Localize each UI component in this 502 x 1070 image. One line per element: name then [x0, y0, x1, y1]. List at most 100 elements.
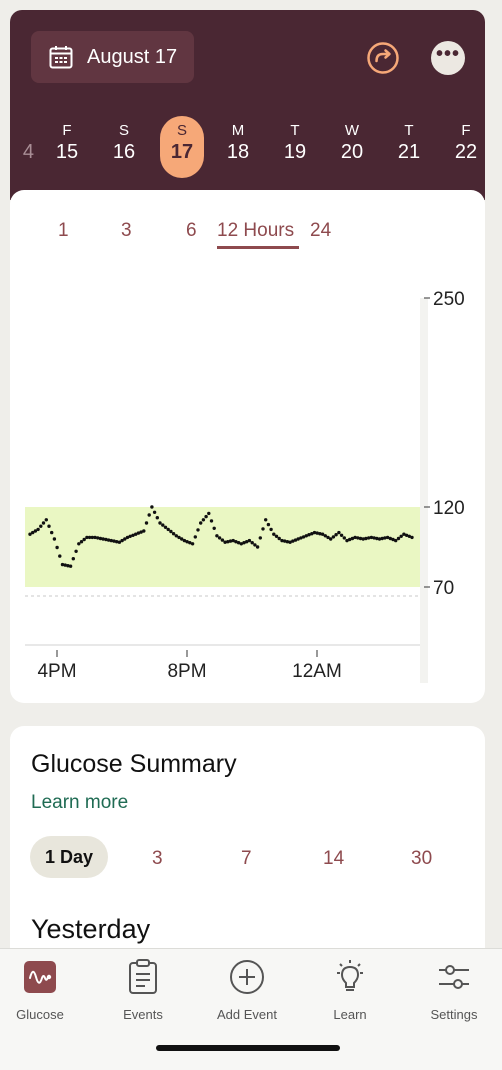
glucose-reading-point: [285, 540, 290, 544]
glucose-reading-point: [236, 541, 241, 545]
glucose-reading-point: [407, 534, 411, 538]
day-number: 15: [55, 141, 79, 163]
range-tab-6[interactable]: 6: [186, 220, 197, 241]
day-letter: S: [118, 122, 129, 139]
glucose-reading-point: [79, 540, 84, 544]
range-tab-3[interactable]: 3: [121, 220, 132, 241]
day-20[interactable]: W 20: [330, 116, 374, 178]
day-15[interactable]: F 15: [45, 116, 89, 178]
tab-learn[interactable]: Learn: [310, 959, 390, 1022]
day-22[interactable]: F 22: [444, 116, 488, 178]
chart-scroll-track[interactable]: [420, 298, 428, 683]
tab-label: Add Event: [217, 1007, 277, 1022]
day-4[interactable]: 4: [0, 116, 34, 178]
glucose-reading-point: [63, 563, 67, 567]
glucose-reading-point: [280, 538, 284, 543]
tab-add-event[interactable]: Add Event: [207, 959, 287, 1022]
glucose-reading-point: [350, 536, 355, 541]
sliders-icon: [414, 959, 494, 995]
glucose-reading-point: [90, 535, 95, 540]
tab-glucose[interactable]: Glucose: [0, 959, 80, 1022]
glucose-reading-point: [144, 521, 149, 525]
glucose-reading-point: [87, 535, 92, 540]
glucose-reading-point: [345, 538, 349, 543]
day-letter: F: [461, 122, 471, 139]
day-19[interactable]: T 19: [273, 116, 317, 178]
glucose-reading-point: [52, 537, 57, 541]
glucose-reading-point: [152, 510, 157, 514]
glucose-reading-point: [304, 534, 308, 538]
glucose-reading-point: [31, 530, 35, 535]
glucose-reading-point: [372, 536, 376, 540]
glucose-reading-point: [274, 534, 279, 538]
tab-label: Events: [123, 1007, 163, 1022]
glucose-reading-point: [310, 532, 314, 536]
glucose-reading-point: [82, 537, 86, 542]
range-tab-12-hours[interactable]: 12 Hours: [217, 220, 295, 241]
glucose-reading-point: [68, 564, 73, 568]
refresh-icon[interactable]: [366, 41, 400, 75]
summary-range-14[interactable]: 14: [323, 848, 345, 869]
glucose-reading-point: [215, 534, 219, 538]
glucose-reading-point: [85, 535, 89, 540]
glucose-reading-point: [269, 527, 273, 532]
tab-events[interactable]: Events: [103, 959, 183, 1022]
day-16[interactable]: S 16: [102, 116, 146, 178]
day-number: 20: [340, 141, 364, 163]
learn-more-link[interactable]: Learn more: [31, 792, 129, 813]
day-number: 19: [283, 141, 307, 163]
selected-range-indicator: [217, 246, 299, 249]
day-21[interactable]: T 21: [387, 116, 431, 178]
glucose-reading-point: [245, 540, 249, 544]
glucose-chart-card: 1 3 6 12 Hours 24 250 120 70 4PM 8PM 12AM: [10, 190, 485, 703]
glucose-reading-point: [36, 527, 40, 532]
day-18[interactable]: M 18: [216, 116, 260, 178]
glucose-reading-point: [234, 540, 238, 544]
glucose-reading-point: [301, 535, 306, 539]
y-tick-label: 120: [433, 498, 465, 519]
x-tick-label: 12AM: [292, 661, 342, 682]
glucose-reading-point: [394, 538, 398, 543]
plus-circle-icon: [207, 959, 287, 995]
glucose-reading-point: [277, 536, 281, 541]
glucose-reading-point: [185, 540, 189, 544]
glucose-reading-point: [120, 538, 124, 543]
summary-range-1-day[interactable]: 1 Day: [30, 836, 108, 878]
day-letter: S: [176, 122, 187, 139]
summary-range-30[interactable]: 30: [411, 848, 433, 869]
glucose-reading-point: [364, 536, 368, 541]
day-17[interactable]: S 17: [160, 116, 204, 178]
day-number: 21: [397, 141, 421, 163]
glucose-reading-point: [128, 534, 132, 538]
glucose-reading-point: [115, 540, 119, 544]
glucose-reading-point: [106, 538, 111, 542]
glucose-reading-point: [388, 536, 392, 541]
glucose-reading-point: [155, 516, 159, 520]
glucose-summary-card: Glucose Summary Learn more 1 Day 3 7 14 …: [10, 726, 485, 966]
date-picker-button[interactable]: August 17: [31, 31, 194, 83]
glucose-reading-point: [177, 535, 181, 540]
glucose-reading-point: [44, 518, 48, 522]
glucose-reading-point: [150, 505, 154, 509]
range-tab-24[interactable]: 24: [310, 220, 332, 241]
glucose-reading-point: [96, 536, 100, 540]
glucose-reading-point: [228, 539, 233, 543]
glucose-reading-point: [39, 524, 43, 528]
glucose-reading-point: [180, 537, 184, 541]
glucose-reading-point: [312, 530, 317, 535]
glucose-reading-point: [209, 519, 214, 523]
more-icon[interactable]: •••: [431, 41, 465, 75]
glucose-line-chart[interactable]: 250 120 70 4PM 8PM 12AM: [10, 190, 485, 703]
summary-range-3[interactable]: 3: [152, 848, 163, 869]
tab-label: Learn: [333, 1007, 367, 1022]
summary-range-7[interactable]: 7: [241, 848, 252, 869]
glucose-reading-point: [139, 530, 143, 534]
range-tab-1[interactable]: 1: [58, 220, 69, 241]
summary-title: Glucose Summary: [31, 750, 237, 778]
glucose-reading-point: [334, 533, 338, 537]
x-tick-label: 8PM: [167, 661, 206, 682]
clipboard-icon: [103, 959, 183, 995]
glucose-reading-point: [255, 545, 260, 549]
tab-settings[interactable]: Settings: [414, 959, 494, 1022]
glucose-reading-point: [299, 536, 303, 540]
